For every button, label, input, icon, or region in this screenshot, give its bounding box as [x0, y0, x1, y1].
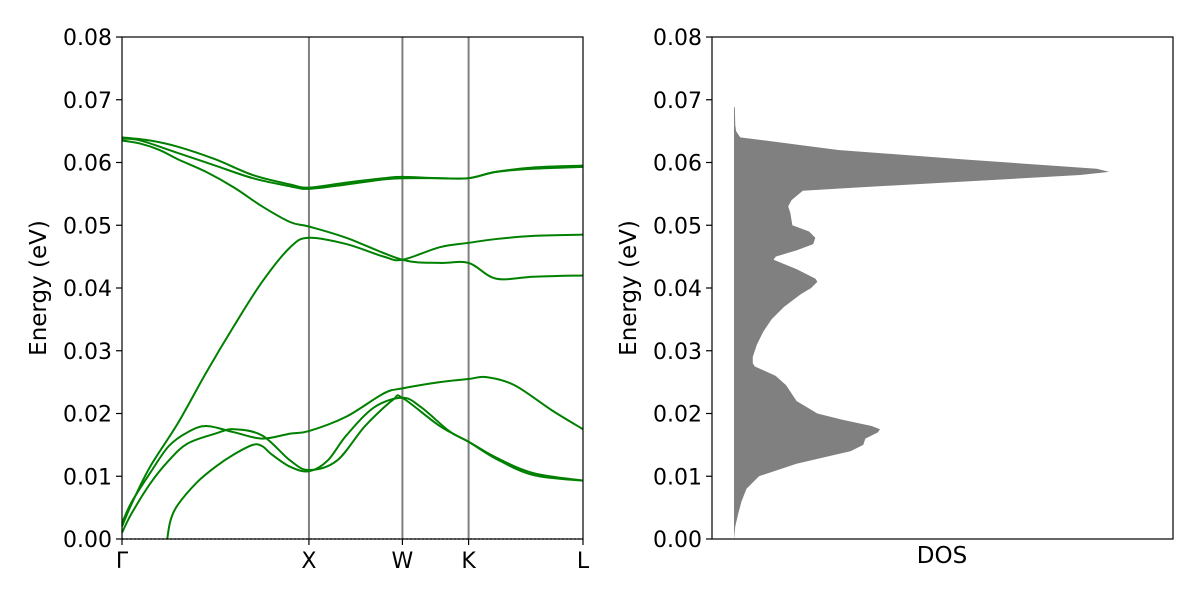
- x-tick-label: W: [392, 549, 414, 574]
- right-y-ticks: 0.00 0.01 0.02 0.03 0.04 0.05 0.06 0.07 0.08: [653, 26, 712, 553]
- x-tick-label: K: [461, 549, 476, 574]
- phonon-band-4: [121, 233, 584, 527]
- dos-panel: 0.00 0.01 0.02 0.03 0.04 0.05 0.06 0.07 0.08 Ene…: [616, 26, 1174, 569]
- left-y-tick-label: 0.08: [63, 26, 112, 51]
- right-y-tick-label: 0.03: [653, 340, 702, 365]
- left-y-tick-label: 0.01: [63, 465, 112, 490]
- left-y-tick-label: 0.03: [63, 340, 112, 365]
- right-y-tick-label: 0.06: [653, 152, 702, 177]
- right-y-tick-label: 0.07: [653, 89, 702, 114]
- left-y-tick-label: 0.00: [63, 528, 112, 553]
- left-y-tick-label: 0.02: [63, 403, 112, 428]
- x-tick-label: X: [301, 549, 316, 574]
- band-structure-panel: 0.00 0.01 0.02 0.03 0.04 0.05 0.06 0.07 0.08 Γ X W…: [26, 26, 590, 574]
- right-y-tick-label: 0.08: [653, 26, 702, 51]
- dos-x-axis-label: DOS: [917, 543, 967, 569]
- right-y-axis-label: Energy (eV): [616, 220, 642, 356]
- phonon-bands: [121, 136, 584, 540]
- right-y-tick-label: 0.01: [653, 465, 702, 490]
- right-y-tick-label: 0.00: [653, 528, 702, 553]
- phonon-band-1: [121, 139, 584, 281]
- phonon-band-7: [166, 396, 584, 540]
- left-plot-frame: [121, 36, 584, 540]
- right-y-tick-label: 0.02: [653, 403, 702, 428]
- left-y-axis-label: Energy (eV): [26, 220, 52, 356]
- phonon-band-3: [121, 136, 584, 189]
- left-y-ticks: 0.00 0.01 0.02 0.03 0.04 0.05 0.06 0.07 0.08: [63, 26, 122, 553]
- high-symmetry-lines: [307, 37, 470, 539]
- left-y-tick-label: 0.06: [63, 152, 112, 177]
- right-plot-frame: [711, 36, 1174, 540]
- dos-area: [734, 107, 1110, 539]
- x-tick-label: L: [577, 549, 590, 574]
- left-y-tick-label: 0.07: [63, 89, 112, 114]
- phonon-band-6: [121, 394, 584, 534]
- right-y-tick-label: 0.05: [653, 214, 702, 239]
- left-y-tick-label: 0.05: [63, 214, 112, 239]
- phonon-band-5: [121, 375, 584, 524]
- left-y-tick-label: 0.04: [63, 277, 112, 302]
- x-tick-label: Γ: [116, 549, 129, 574]
- right-y-tick-label: 0.04: [653, 277, 702, 302]
